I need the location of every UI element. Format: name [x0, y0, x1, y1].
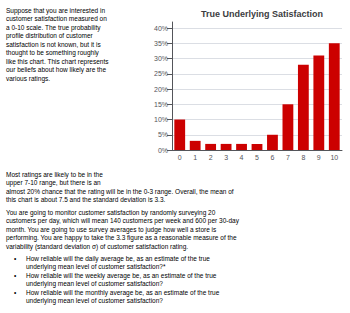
- svg-text:profile distribution of custom: profile distribution of customer: [6, 32, 94, 40]
- svg-text:customers per day, which will: customers per day, which will mean 140 c…: [6, 217, 240, 225]
- svg-text:underlying mean level of custo: underlying mean level of customer satisf…: [26, 280, 163, 288]
- svg-text:upper 7-10 range, but there is: upper 7-10 range, but there is an: [6, 179, 101, 187]
- svg-text:15%: 15%: [154, 101, 168, 108]
- svg-text:performing. You are happy to t: performing. You are happy to take the 3.…: [6, 234, 237, 242]
- svg-text:underlying mean level of custo: underlying mean level of customer satisf…: [26, 297, 163, 305]
- svg-text:5: 5: [255, 154, 259, 161]
- svg-text:satisfaction is not known, but: satisfaction is not known, but it is: [6, 41, 101, 48]
- svg-text:6: 6: [271, 154, 275, 161]
- svg-text:3: 3: [224, 154, 228, 161]
- svg-text:a 0-10 scale. The true probabi: a 0-10 scale. The true probability: [6, 24, 101, 32]
- svg-text:thought to be something roughl: thought to be something roughly: [6, 49, 100, 57]
- svg-text:9: 9: [317, 154, 321, 161]
- svg-text:our beliefs about how likely a: our beliefs about how likely are the: [6, 66, 106, 74]
- svg-text:2: 2: [209, 154, 213, 161]
- svg-text:Suppose that you are intereste: Suppose that you are interested in: [6, 7, 105, 15]
- svg-text:Most ratings are likely to be: Most ratings are likely to be in the: [6, 171, 103, 179]
- svg-text:1: 1: [193, 154, 197, 161]
- svg-text:like this chart. This chart re: like this chart. This chart represents: [6, 58, 109, 66]
- svg-text:5%: 5%: [158, 131, 168, 138]
- svg-text:20%: 20%: [154, 86, 168, 93]
- svg-text:almost 20% chance that the rat: almost 20% chance that the rating will b…: [6, 188, 234, 196]
- svg-text:customer satisfaction measured: customer satisfaction measured on: [6, 15, 107, 22]
- svg-text:35%: 35%: [154, 40, 168, 47]
- svg-text:10: 10: [330, 154, 338, 161]
- svg-text:underlying mean level of custo: underlying mean level of customer satisf…: [26, 263, 166, 271]
- svg-text:variability (standard deviatio: variability (standard deviation σ) of cu…: [6, 243, 188, 251]
- svg-text:month. You are going to use su: month. You are going to use survey avera…: [6, 226, 217, 234]
- svg-text:this chart is about 7.5 and th: this chart is about 7.5 and the standard…: [6, 196, 166, 203]
- svg-text:True Underlying Satisfaction: True Underlying Satisfaction: [201, 9, 323, 19]
- svg-text:•: •: [14, 255, 17, 262]
- svg-text:8: 8: [301, 154, 305, 161]
- svg-text:30%: 30%: [154, 55, 168, 62]
- svg-text:•: •: [14, 289, 17, 296]
- svg-text:You are going to monitor custo: You are going to monitor customer satisf…: [6, 209, 216, 217]
- svg-text:4: 4: [240, 154, 244, 161]
- svg-text:How reliable will the daily av: How reliable will the daily average be, …: [26, 255, 210, 263]
- svg-text:various ratings.: various ratings.: [6, 75, 50, 83]
- svg-text:•: •: [14, 272, 17, 279]
- svg-text:7: 7: [286, 154, 290, 161]
- svg-text:25%: 25%: [154, 70, 168, 77]
- svg-text:How reliable will the weekly a: How reliable will the weekly average be,…: [26, 272, 217, 280]
- svg-text:0%: 0%: [158, 147, 168, 154]
- svg-text:0: 0: [178, 154, 182, 161]
- svg-text:How reliable will the monthly: How reliable will the monthly average be…: [26, 289, 220, 297]
- svg-text:40%: 40%: [154, 25, 168, 32]
- svg-text:10%: 10%: [154, 116, 168, 123]
